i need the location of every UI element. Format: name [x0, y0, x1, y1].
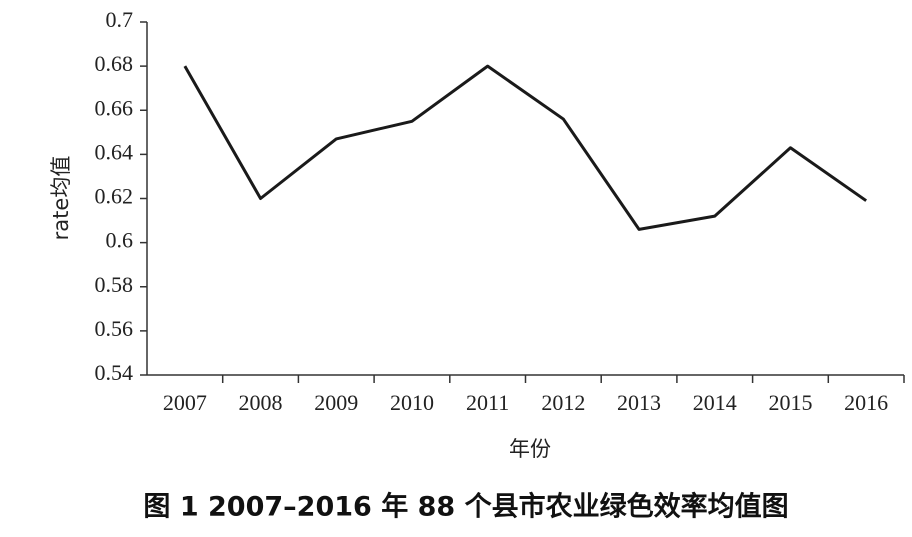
line	[183, 64, 868, 231]
x-tick-label: 2011	[466, 390, 509, 415]
x-tick-label: 2007	[163, 390, 207, 415]
x-tick-label: 2016	[844, 390, 888, 415]
x-tick-label: 2012	[541, 390, 585, 415]
x-tick-label: 2015	[768, 390, 812, 415]
y-axis-label: rate均值	[49, 156, 73, 241]
x-axis-label: 年份	[509, 437, 551, 461]
y-tick-label: 0.7	[106, 7, 134, 32]
y-tick-label: 0.54	[95, 360, 134, 385]
x-tick-label: 2013	[617, 390, 661, 415]
y-tick-label: 0.66	[95, 95, 134, 120]
x-tick-label: 2014	[693, 390, 737, 415]
y-tick-label: 0.58	[95, 272, 134, 297]
y-tick-label: 0.62	[95, 184, 134, 209]
x-tick-label: 2009	[314, 390, 358, 415]
y-tick-label: 0.56	[95, 316, 134, 341]
chart-title: 图 1 2007–2016 年 88 个县市农业绿色效率均值图	[143, 491, 788, 523]
x-tick-label: 2010	[390, 390, 434, 415]
y-tick-label: 0.64	[95, 139, 134, 164]
x-tick-label: 2008	[239, 390, 283, 415]
y-tick-label: 0.68	[95, 51, 134, 76]
y-tick-label: 0.6	[106, 228, 134, 253]
